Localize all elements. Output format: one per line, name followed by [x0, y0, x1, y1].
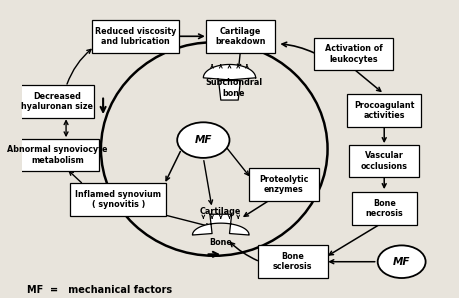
- FancyBboxPatch shape: [349, 145, 419, 177]
- Polygon shape: [203, 64, 256, 100]
- Text: Subchondral
bone: Subchondral bone: [205, 78, 263, 98]
- Text: Procoagulant
activities: Procoagulant activities: [354, 101, 414, 120]
- Text: MF  =   mechanical factors: MF = mechanical factors: [27, 285, 172, 295]
- Text: Activation of
leukocytes: Activation of leukocytes: [325, 44, 383, 64]
- FancyBboxPatch shape: [206, 20, 275, 53]
- Text: Bone
sclerosis: Bone sclerosis: [273, 252, 313, 271]
- Circle shape: [177, 122, 230, 158]
- Text: Abnormal synoviocyte
metabolism: Abnormal synoviocyte metabolism: [7, 145, 107, 164]
- FancyBboxPatch shape: [249, 168, 319, 201]
- FancyBboxPatch shape: [92, 20, 179, 53]
- Text: Reduced viscosity
and lubrication: Reduced viscosity and lubrication: [95, 27, 177, 46]
- Text: Decreased
hyaluronan size: Decreased hyaluronan size: [22, 92, 93, 111]
- Text: MF: MF: [393, 257, 410, 267]
- Text: Proteolytic
enzymes: Proteolytic enzymes: [259, 175, 308, 194]
- Text: Bone
necrosis: Bone necrosis: [365, 199, 403, 218]
- Text: Vascular
occlusions: Vascular occlusions: [361, 151, 408, 170]
- Text: Bone: Bone: [209, 238, 232, 247]
- Text: MF: MF: [195, 135, 212, 145]
- Polygon shape: [192, 214, 249, 235]
- FancyBboxPatch shape: [258, 245, 328, 278]
- Text: Cartilage: Cartilage: [200, 207, 241, 216]
- Text: Cartilage
breakdown: Cartilage breakdown: [215, 27, 266, 46]
- FancyBboxPatch shape: [347, 94, 421, 127]
- Circle shape: [378, 245, 425, 278]
- FancyBboxPatch shape: [70, 183, 166, 216]
- Text: Inflamed synovium
( synovitis ): Inflamed synovium ( synovitis ): [75, 190, 162, 209]
- FancyBboxPatch shape: [352, 192, 417, 225]
- FancyBboxPatch shape: [20, 85, 95, 118]
- FancyBboxPatch shape: [314, 38, 393, 70]
- FancyBboxPatch shape: [16, 139, 99, 171]
